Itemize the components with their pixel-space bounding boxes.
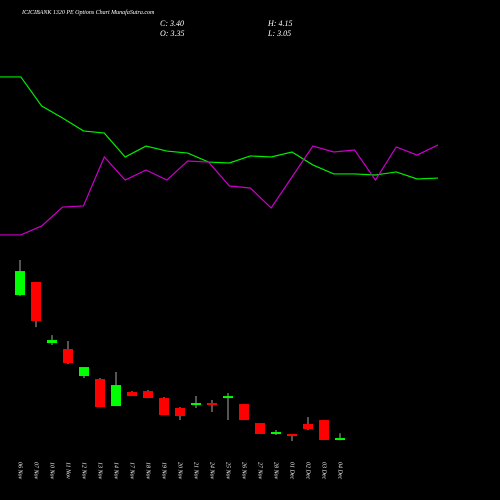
low-label: L: 3.05	[267, 29, 291, 38]
x-tick-label: 13 Nov	[97, 462, 103, 480]
candle-body	[191, 403, 201, 406]
candle-body	[159, 398, 169, 416]
candle-body	[223, 396, 233, 399]
x-tick-label: 04 Dec	[337, 462, 344, 479]
x-tick-label: 20 Nov	[177, 462, 183, 480]
x-tick-label: 07 Nov	[33, 462, 39, 480]
x-tick-label: 11 Nov	[65, 462, 71, 479]
x-tick-label: 28 Nov	[273, 462, 279, 480]
close-label: C: 3.40	[160, 19, 184, 28]
candle-body	[95, 379, 105, 408]
overlay-line	[0, 144, 439, 236]
open-label: O: 3.35	[160, 29, 184, 38]
overlay-line	[0, 76, 439, 180]
candle-body	[175, 408, 185, 417]
candle-body	[15, 271, 25, 296]
candle-body	[271, 432, 281, 435]
candle-body	[303, 424, 313, 430]
x-tick-label: 12 Nov	[81, 462, 87, 480]
candle-body	[207, 403, 217, 406]
high-label: H: 4.15	[267, 19, 292, 28]
candle-body	[239, 404, 249, 421]
candle-body	[79, 367, 89, 377]
x-tick-label: 21 Nov	[193, 462, 199, 480]
candle-body	[47, 340, 57, 344]
x-tick-label: 03 Dec	[321, 462, 327, 479]
candle-body	[143, 391, 153, 399]
x-tick-label: 06 Nov	[17, 462, 23, 480]
x-tick-label: 24 Nov	[209, 462, 216, 480]
x-tick-label: 25 Nov	[225, 462, 231, 480]
candle-body	[111, 385, 121, 407]
candle-body	[287, 434, 297, 437]
x-tick-label: 18 Nov	[145, 462, 151, 480]
candle-body	[63, 349, 73, 364]
x-tick-label: 27 Nov	[257, 462, 263, 480]
candle-body	[127, 392, 137, 397]
x-tick-label: 01 Dec	[289, 462, 295, 479]
candle-body	[335, 438, 345, 441]
x-tick-label: 10 Nov	[49, 462, 55, 480]
chart-title: ICICIBANK 1320 PE Options Chart MunafaSu…	[21, 9, 155, 16]
x-tick-label: 19 Nov	[161, 462, 167, 480]
x-tick-label: 17 Nov	[129, 462, 135, 480]
candle-body	[319, 420, 329, 441]
x-tick-label: 02 Dec	[305, 462, 311, 479]
x-tick-label: 26 Nov	[241, 462, 247, 480]
candle-body	[31, 282, 41, 322]
candle-body	[255, 423, 265, 435]
x-tick-label: 14 Nov	[113, 462, 120, 480]
